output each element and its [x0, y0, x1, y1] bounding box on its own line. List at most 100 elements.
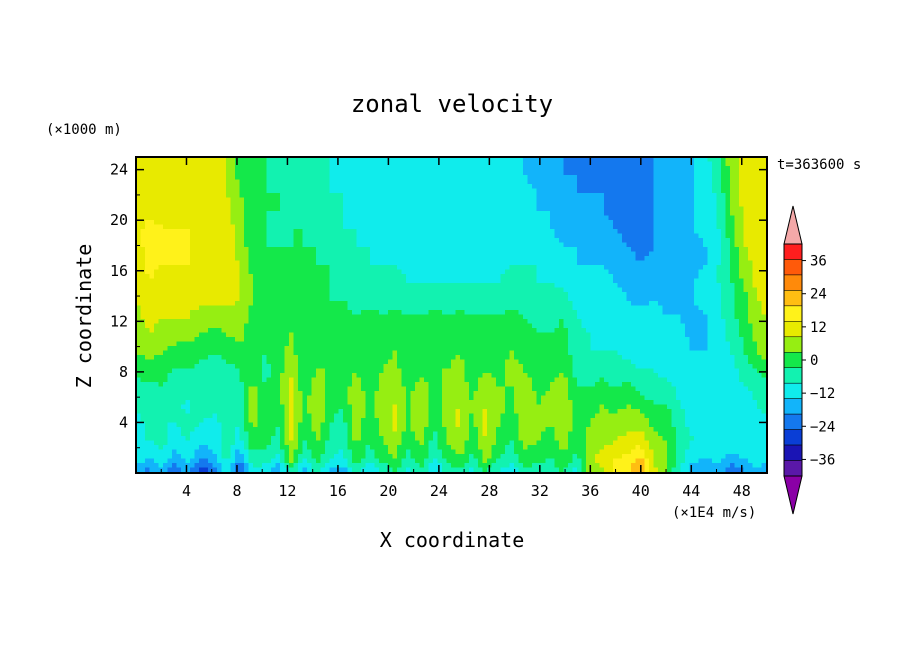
- field-cell: [496, 188, 502, 194]
- field-cell: [662, 202, 668, 208]
- field-cell: [586, 265, 592, 271]
- field-cell: [244, 314, 250, 320]
- field-cell: [397, 197, 403, 203]
- field-cell: [190, 296, 196, 302]
- field-cell: [716, 197, 722, 203]
- field-cell: [658, 215, 664, 221]
- field-cell: [415, 188, 421, 194]
- field-cell: [761, 296, 767, 302]
- field-cell: [482, 220, 488, 226]
- field-cell: [298, 220, 304, 226]
- field-cell: [374, 310, 380, 316]
- field-cell: [442, 269, 448, 275]
- field-cell: [230, 233, 236, 239]
- field-cell: [473, 220, 479, 226]
- field-cell: [163, 292, 169, 298]
- field-cell: [176, 305, 182, 311]
- field-cell: [536, 296, 542, 302]
- field-cell: [487, 202, 493, 208]
- field-cell: [523, 265, 529, 271]
- field-cell: [671, 242, 677, 248]
- field-cell: [158, 220, 164, 226]
- field-cell: [676, 175, 682, 181]
- field-cell: [721, 193, 727, 199]
- field-cell: [410, 215, 416, 221]
- field-cell: [509, 269, 515, 275]
- field-cell: [451, 179, 457, 185]
- field-cell: [329, 256, 335, 262]
- field-cell: [374, 184, 380, 190]
- field-cell: [532, 197, 538, 203]
- field-cell: [158, 175, 164, 181]
- field-cell: [221, 296, 227, 302]
- field-cell: [280, 170, 286, 176]
- field-cell: [320, 224, 326, 230]
- field-cell: [698, 157, 704, 163]
- field-cell: [752, 301, 758, 307]
- field-cell: [347, 166, 353, 172]
- field-cell: [748, 238, 754, 244]
- field-cell: [455, 274, 461, 280]
- field-cell: [743, 301, 749, 307]
- field-cell: [482, 233, 488, 239]
- field-cell: [743, 211, 749, 217]
- field-cell: [239, 283, 245, 289]
- field-cell: [698, 211, 704, 217]
- field-cell: [649, 238, 655, 244]
- field-cell: [640, 242, 646, 248]
- field-cell: [257, 220, 263, 226]
- field-cell: [527, 238, 533, 244]
- field-cell: [406, 256, 412, 262]
- field-cell: [383, 256, 389, 262]
- field-cell: [172, 166, 178, 172]
- field-cell: [635, 287, 641, 293]
- field-cell: [248, 224, 254, 230]
- field-cell: [509, 238, 515, 244]
- field-cell: [536, 202, 542, 208]
- field-cell: [230, 224, 236, 230]
- field-cell: [343, 301, 349, 307]
- field-cell: [635, 260, 641, 266]
- field-cell: [739, 310, 745, 316]
- field-cell: [176, 202, 182, 208]
- field-cell: [437, 238, 443, 244]
- field-cell: [239, 269, 245, 275]
- field-cell: [460, 233, 466, 239]
- field-cell: [217, 247, 223, 253]
- field-cell: [383, 175, 389, 181]
- field-cell: [653, 206, 659, 212]
- field-cell: [739, 188, 745, 194]
- field-cell: [595, 184, 601, 190]
- field-cell: [379, 224, 385, 230]
- field-cell: [257, 256, 263, 262]
- field-cell: [221, 256, 227, 262]
- field-cell: [469, 175, 475, 181]
- field-cell: [577, 292, 583, 298]
- field-cell: [338, 193, 344, 199]
- field-cell: [397, 269, 403, 275]
- field-cell: [662, 166, 668, 172]
- field-cell: [347, 197, 353, 203]
- field-cell: [284, 170, 290, 176]
- field-cell: [653, 229, 659, 235]
- field-cell: [662, 256, 668, 262]
- field-cell: [671, 256, 677, 262]
- field-cell: [707, 247, 713, 253]
- field-cell: [424, 179, 430, 185]
- field-cell: [199, 161, 205, 167]
- field-cell: [716, 256, 722, 262]
- field-cell: [239, 211, 245, 217]
- field-cell: [442, 211, 448, 217]
- field-cell: [631, 211, 637, 217]
- field-cell: [253, 305, 259, 311]
- field-cell: [631, 220, 637, 226]
- field-cell: [550, 296, 556, 302]
- field-cell: [599, 242, 605, 248]
- field-cell: [158, 206, 164, 212]
- field-cell: [694, 301, 700, 307]
- field-cell: [563, 269, 569, 275]
- field-cell: [194, 161, 200, 167]
- field-cell: [226, 184, 232, 190]
- field-cell: [307, 256, 313, 262]
- field-cell: [199, 220, 205, 226]
